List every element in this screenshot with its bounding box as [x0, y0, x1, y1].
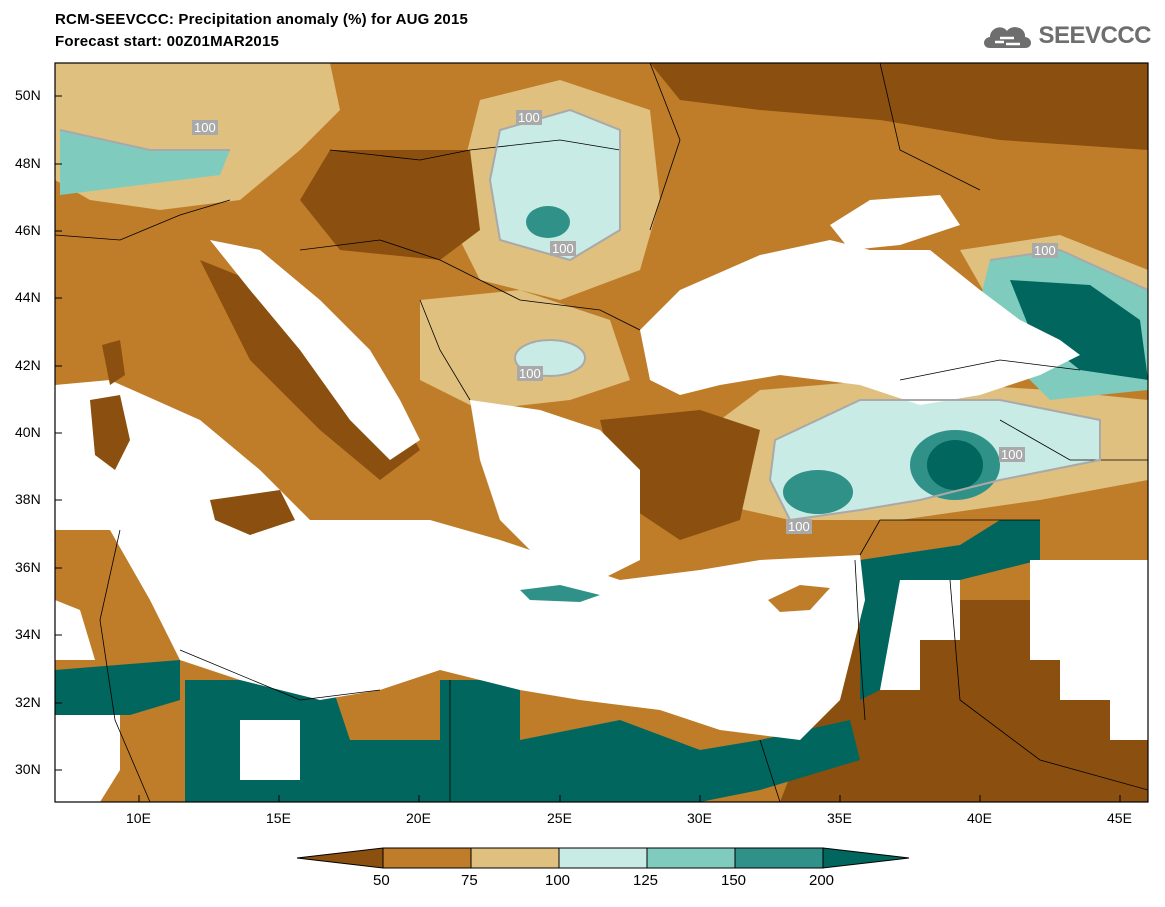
- missing-data-patch: [880, 580, 960, 690]
- lat-label: 42N: [15, 357, 41, 373]
- sardinia-island: [90, 395, 130, 470]
- lat-label: 36N: [15, 559, 41, 575]
- sea-of-azov: [830, 195, 960, 250]
- lon-label: 40E: [967, 810, 992, 826]
- wet-region-romania: [490, 110, 620, 260]
- teal-patch-tunisia: [55, 660, 180, 715]
- crete-island: [520, 585, 600, 602]
- colorbar-segment: [470, 847, 560, 869]
- colorbar-segment: [296, 847, 384, 869]
- darkbrown-pannonia: [300, 150, 480, 260]
- adriatic-sea: [210, 240, 420, 460]
- seevccc-logo: SEEVCCC: [980, 20, 1151, 52]
- darkbrown-ukraine: [650, 63, 1148, 150]
- lon-label: 20E: [406, 810, 431, 826]
- lon-label: 30E: [687, 810, 712, 826]
- lat-label: 46N: [15, 222, 41, 238]
- contour-label: 100: [999, 447, 1025, 462]
- lat-label: 34N: [15, 626, 41, 642]
- colorbar-segment: [646, 847, 736, 869]
- missing-data-patch: [55, 715, 120, 802]
- colorbar-tick: 200: [809, 872, 835, 889]
- contour-label: 100: [516, 110, 542, 125]
- lat-label: 44N: [15, 289, 41, 305]
- teal-patch-libya-egypt: [185, 680, 860, 802]
- mediterranean-sea: [55, 380, 865, 740]
- lon-label: 15E: [266, 810, 291, 826]
- colorbar: [296, 847, 910, 869]
- gulf-of-gabes: [55, 600, 95, 660]
- lon-label: 35E: [827, 810, 852, 826]
- wet-core2-east-anatolia: [927, 440, 983, 490]
- contour-label: 100: [517, 366, 543, 381]
- sicily-island: [210, 490, 295, 535]
- contour-label: 100: [192, 120, 218, 135]
- contour-label: 100: [1032, 243, 1058, 258]
- contour-label: 100: [786, 519, 812, 534]
- corsica-island: [102, 340, 125, 385]
- colorbar-tick: 50: [373, 872, 390, 889]
- lat-label: 30N: [15, 761, 41, 777]
- colorbar-tick: 125: [633, 872, 659, 889]
- forecast-start: Forecast start: 00Z01MAR2015: [55, 33, 280, 50]
- colorbar-segment: [822, 847, 910, 869]
- lon-label: 10E: [126, 810, 151, 826]
- lat-label: 38N: [15, 491, 41, 507]
- colorbar-tick: 100: [545, 872, 571, 889]
- lat-label: 40N: [15, 424, 41, 440]
- colorbar-segment: [558, 847, 648, 869]
- missing-data-patch: [240, 720, 300, 780]
- wet-core-caucasus: [1010, 280, 1148, 380]
- teal-patch-levant: [860, 520, 1040, 700]
- wet-region-alps: [60, 130, 230, 195]
- colorbar-segment: [734, 847, 824, 869]
- lon-label: 25E: [547, 810, 572, 826]
- contour-label: 100: [550, 241, 576, 256]
- black-sea: [640, 240, 1080, 405]
- map-title: RCM-SEEVCCC: Precipitation anomaly (%) f…: [55, 11, 469, 28]
- colorbar-tick: 75: [461, 872, 478, 889]
- aegean-sea: [470, 400, 640, 580]
- lat-label: 50N: [15, 87, 41, 103]
- logo-text: SEEVCCC: [1038, 22, 1151, 49]
- colorbar-segment: [382, 847, 472, 869]
- cyprus-island: [768, 585, 830, 612]
- lat-label: 32N: [15, 694, 41, 710]
- colorbar-tick: 150: [721, 872, 747, 889]
- wet-core-central-anatolia: [783, 470, 853, 514]
- missing-data-patch: [1030, 560, 1148, 740]
- cloud-icon: [984, 27, 1032, 48]
- wet-core-romania: [526, 206, 570, 238]
- lat-label: 48N: [15, 155, 41, 171]
- lon-label: 45E: [1107, 810, 1132, 826]
